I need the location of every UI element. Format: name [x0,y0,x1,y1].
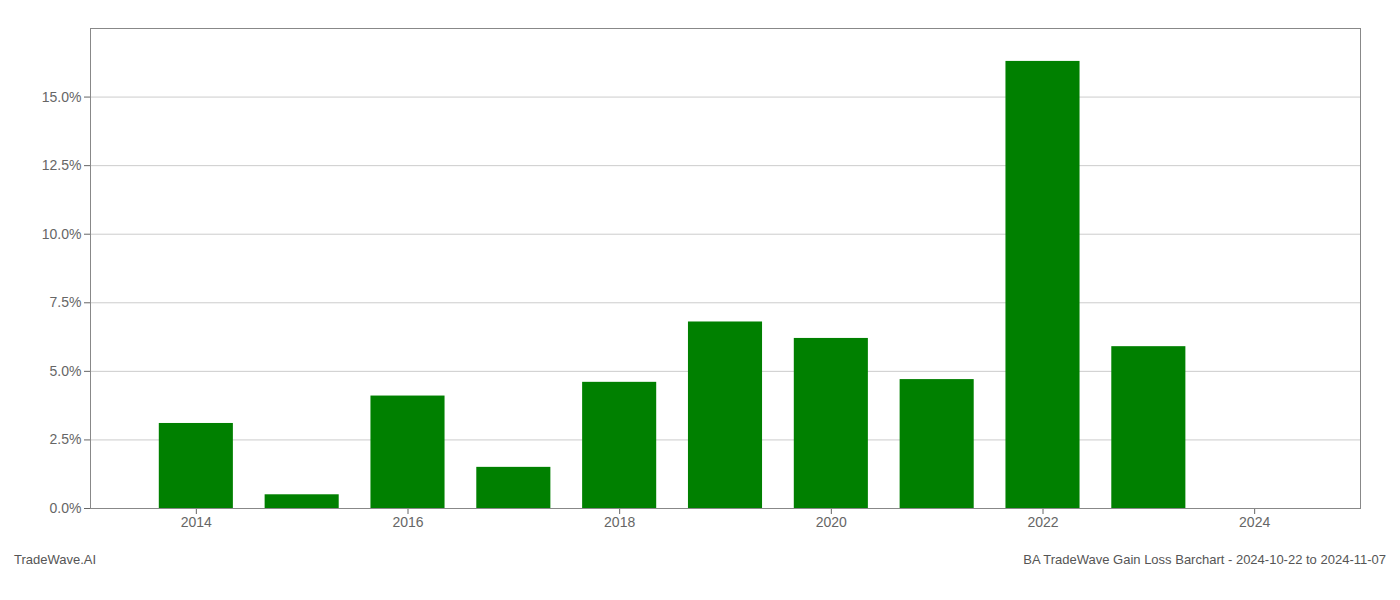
svg-text:10.0%: 10.0% [42,226,82,242]
svg-text:2024: 2024 [1239,514,1270,530]
svg-text:2.5%: 2.5% [50,431,82,447]
svg-text:7.5%: 7.5% [50,294,82,310]
svg-text:0.0%: 0.0% [50,500,82,516]
svg-text:5.0%: 5.0% [50,363,82,379]
svg-text:2018: 2018 [604,514,635,530]
html-text:BA TradeWave Gain Loss Barchar: BA TradeWave Gain Loss Barchart - 2024-1… [1023,552,1386,567]
svg-text:15.0%: 15.0% [42,89,82,105]
svg-text:2022: 2022 [1027,514,1058,530]
svg-text:12.5%: 12.5% [42,157,82,173]
svg-text:2016: 2016 [392,514,423,530]
html-text:TradeWave.AI: TradeWave.AI [14,552,97,567]
svg-text:2014: 2014 [181,514,212,530]
svg-text:2020: 2020 [816,514,847,530]
